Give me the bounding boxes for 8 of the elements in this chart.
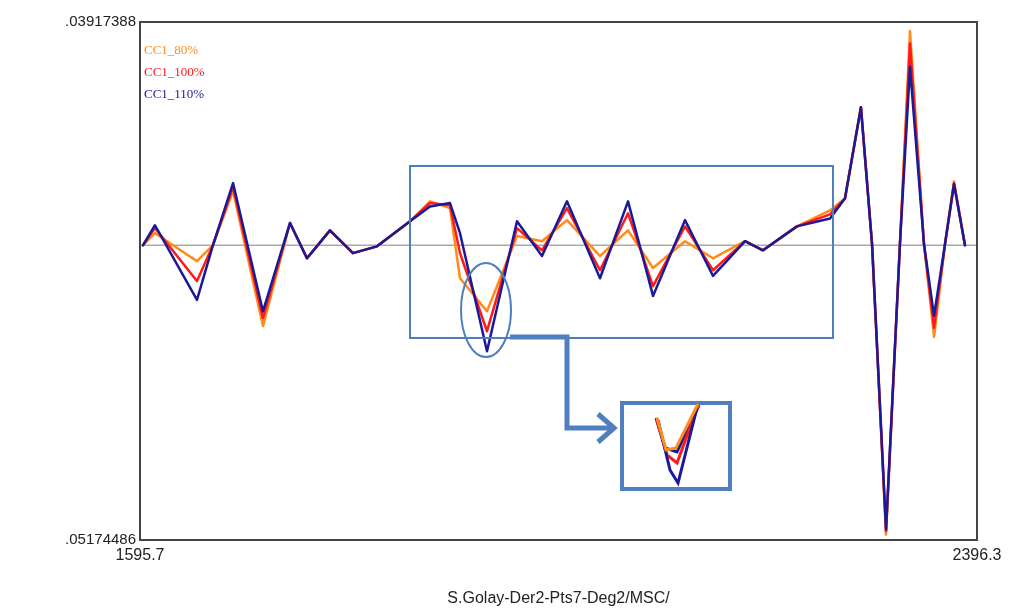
text: CC1_110% [144,85,205,101]
x-axis-title: S.Golay-Der2-Pts7-Deg2/MSC/ [447,588,671,606]
text: CC1_100% [144,63,205,79]
y-tick-label: .05174486 [65,530,136,548]
x-tick-label: 1595.7 [115,546,165,564]
y-tick-label: .03917388 [65,12,136,30]
x-tick-label: 2396.3 [952,546,1002,564]
text: CC1_80% [144,41,199,57]
